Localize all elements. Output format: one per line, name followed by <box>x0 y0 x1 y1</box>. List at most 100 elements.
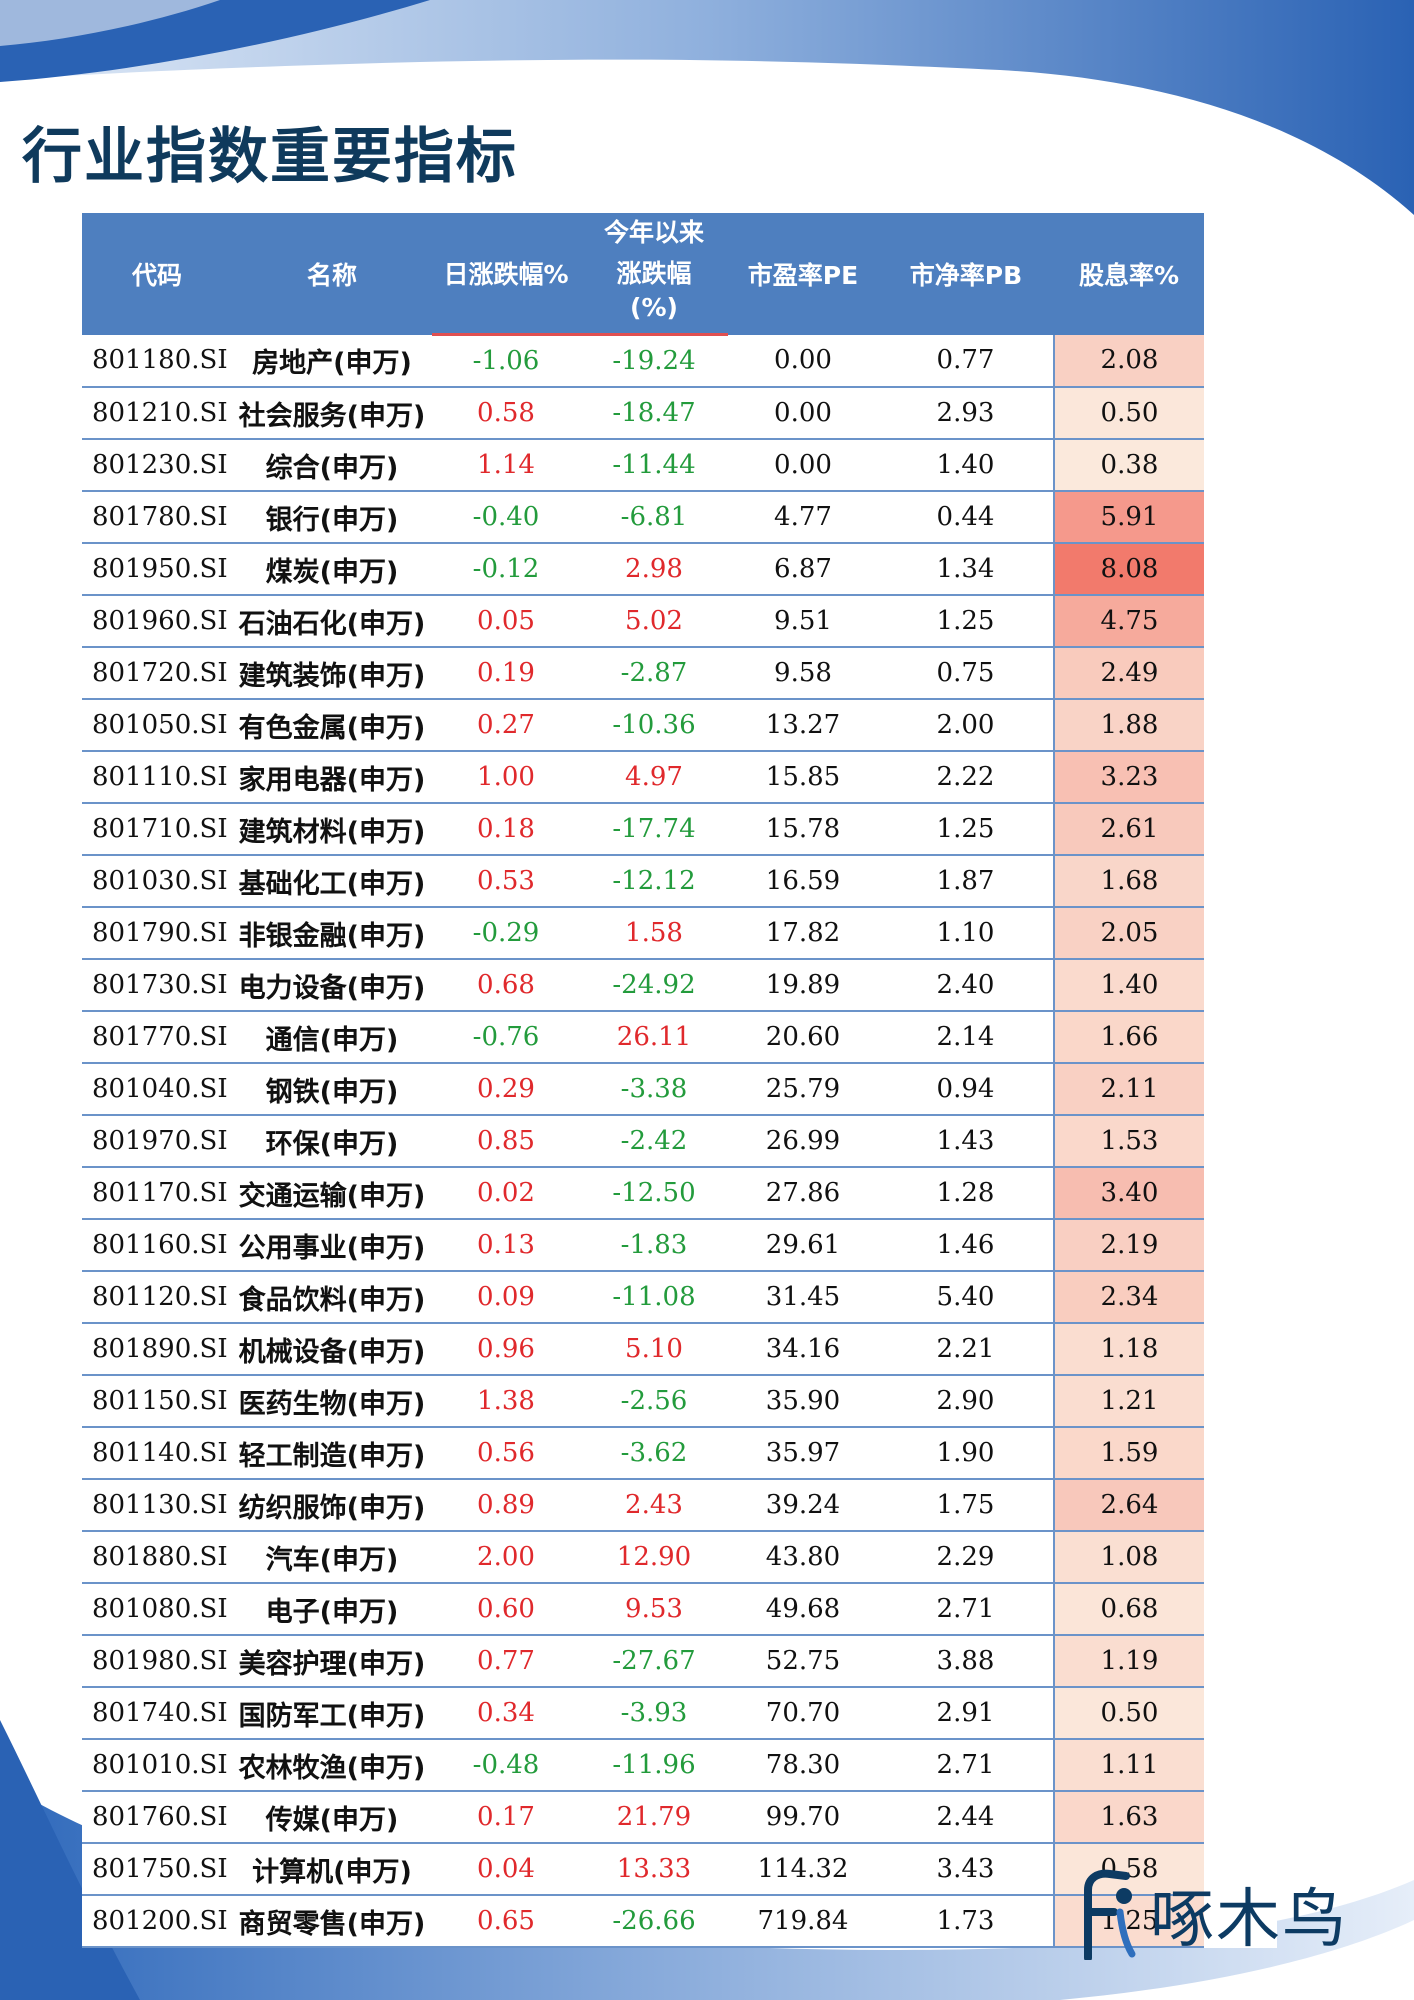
row-pb: 2.14 <box>878 1011 1054 1064</box>
row-pe: 29.61 <box>728 1219 878 1272</box>
row-spacer <box>1204 699 1277 751</box>
row-pb: 1.28 <box>878 1167 1054 1220</box>
row-pb: 1.87 <box>878 855 1054 908</box>
row-pe: 4.77 <box>728 491 878 544</box>
row-day-change: 0.85 <box>432 1115 580 1168</box>
row-name: 医药生物(申万) <box>232 1375 432 1428</box>
row-spacer <box>1204 751 1277 803</box>
row-spacer <box>1204 387 1277 439</box>
row-pe: 16.59 <box>728 855 878 908</box>
row-pb: 2.22 <box>878 751 1054 804</box>
row-dividend-yield: 2.05 <box>1053 907 1204 960</box>
row-day-change: 0.09 <box>432 1271 580 1324</box>
row-ytd-change: -17.74 <box>580 803 728 856</box>
row-ytd-change: -19.24 <box>580 334 728 388</box>
table-row: 801120.SI 食品饮料(申万) 0.09 -11.08 31.45 5.40 2.34 <box>82 1271 1277 1324</box>
table-row: 801160.SI 公用事业(申万) 0.13 -1.83 29.61 1.46 2.19 <box>82 1219 1277 1272</box>
row-pb: 2.40 <box>878 959 1054 1012</box>
row-name: 钢铁(申万) <box>232 1063 432 1116</box>
row-ytd-change: -2.42 <box>580 1115 728 1168</box>
row-day-change: 1.38 <box>432 1375 580 1428</box>
row-ytd-change: -26.66 <box>580 1895 728 1948</box>
header-pb: 市净率PB <box>878 213 1054 335</box>
row-pb: 3.88 <box>878 1635 1054 1688</box>
row-code: 801740.SI <box>82 1687 232 1740</box>
row-day-change: -1.06 <box>432 334 580 388</box>
row-name: 计算机(申万) <box>232 1843 432 1896</box>
table-row: 801780.SI 银行(申万) -0.40 -6.81 4.77 0.44 5.91 <box>82 491 1277 544</box>
row-pb: 1.43 <box>878 1115 1054 1168</box>
row-pb: 2.00 <box>878 699 1054 752</box>
row-dividend-yield: 1.88 <box>1053 699 1204 752</box>
header-ytd-change-line2: (%) <box>630 293 678 322</box>
row-dividend-yield: 0.68 <box>1053 1583 1204 1636</box>
row-dividend-yield: 1.21 <box>1053 1375 1204 1428</box>
row-pb: 3.43 <box>878 1843 1054 1896</box>
table-row: 801050.SI 有色金属(申万) 0.27 -10.36 13.27 2.00 1.88 <box>82 699 1277 752</box>
table-row: 801040.SI 钢铁(申万) 0.29 -3.38 25.79 0.94 2.11 <box>82 1063 1277 1116</box>
row-dividend-yield: 0.50 <box>1053 1687 1204 1740</box>
row-pe: 9.51 <box>728 595 878 648</box>
row-name: 机械设备(申万) <box>232 1323 432 1376</box>
row-code: 801950.SI <box>82 543 232 596</box>
row-code: 801750.SI <box>82 1843 232 1896</box>
row-pe: 39.24 <box>728 1479 878 1532</box>
row-name: 传媒(申万) <box>232 1791 432 1844</box>
table-row: 801130.SI 纺织服饰(申万) 0.89 2.43 39.24 1.75 2.64 <box>82 1479 1277 1532</box>
row-ytd-change: -6.81 <box>580 491 728 544</box>
header-ytd-change: 涨跌幅 (%) <box>580 249 728 336</box>
row-code: 801080.SI <box>82 1583 232 1636</box>
row-dividend-yield: 1.11 <box>1053 1739 1204 1792</box>
row-name: 房地产(申万) <box>232 334 432 388</box>
row-code: 801980.SI <box>82 1635 232 1688</box>
row-pe: 0.00 <box>728 334 878 388</box>
row-dividend-yield: 1.18 <box>1053 1323 1204 1376</box>
row-name: 家用电器(申万) <box>232 751 432 804</box>
row-name: 银行(申万) <box>232 491 432 544</box>
table-row: 801710.SI 建筑材料(申万) 0.18 -17.74 15.78 1.25 2.61 <box>82 803 1277 856</box>
row-name: 纺织服饰(申万) <box>232 1479 432 1532</box>
row-day-change: 0.18 <box>432 803 580 856</box>
row-ytd-change: -2.56 <box>580 1375 728 1428</box>
row-code: 801960.SI <box>82 595 232 648</box>
row-ytd-change: 2.98 <box>580 543 728 596</box>
row-code: 801160.SI <box>82 1219 232 1272</box>
row-spacer <box>1204 1219 1277 1271</box>
row-ytd-change: 5.10 <box>580 1323 728 1376</box>
row-ytd-change: -11.44 <box>580 439 728 492</box>
row-dividend-yield: 2.11 <box>1053 1063 1204 1116</box>
indicator-table: 代码 名称 日涨跌幅% 今年以来 市盈率PE 市净率PB 股息率% 涨跌幅 (%… <box>82 213 1277 1948</box>
table-row: 801750.SI 计算机(申万) 0.04 13.33 114.32 3.43 0.58 <box>82 1843 1277 1896</box>
row-pe: 34.16 <box>728 1323 878 1376</box>
row-dividend-yield: 0.50 <box>1053 387 1204 440</box>
row-pb: 2.91 <box>878 1687 1054 1740</box>
row-day-change: -0.12 <box>432 543 580 596</box>
row-pe: 9.58 <box>728 647 878 700</box>
header-name: 名称 <box>232 213 432 335</box>
table-row: 801970.SI 环保(申万) 0.85 -2.42 26.99 1.43 1.53 <box>82 1115 1277 1168</box>
row-code: 801760.SI <box>82 1791 232 1844</box>
row-name: 煤炭(申万) <box>232 543 432 596</box>
row-spacer <box>1204 335 1277 388</box>
row-ytd-change: -1.83 <box>580 1219 728 1272</box>
row-code: 801210.SI <box>82 387 232 440</box>
row-code: 801040.SI <box>82 1063 232 1116</box>
row-spacer <box>1204 907 1277 959</box>
row-day-change: 0.65 <box>432 1895 580 1948</box>
table-body: 801180.SI 房地产(申万) -1.06 -19.24 0.00 0.77 2.08 8… <box>82 334 1277 1948</box>
row-pe: 27.86 <box>728 1167 878 1220</box>
brand-logo: 啄木鸟 <box>1080 1868 1348 1960</box>
row-day-change: 0.58 <box>432 387 580 440</box>
row-pe: 99.70 <box>728 1791 878 1844</box>
row-pb: 1.34 <box>878 543 1054 596</box>
row-dividend-yield: 2.64 <box>1053 1479 1204 1532</box>
row-spacer <box>1204 1271 1277 1323</box>
row-spacer <box>1204 855 1277 907</box>
row-code: 801130.SI <box>82 1479 232 1532</box>
row-dividend-yield: 1.08 <box>1053 1531 1204 1584</box>
row-pb: 1.73 <box>878 1895 1054 1948</box>
row-pb: 1.90 <box>878 1427 1054 1480</box>
row-spacer <box>1204 803 1277 855</box>
row-name: 食品饮料(申万) <box>232 1271 432 1324</box>
row-code: 801200.SI <box>82 1895 232 1948</box>
